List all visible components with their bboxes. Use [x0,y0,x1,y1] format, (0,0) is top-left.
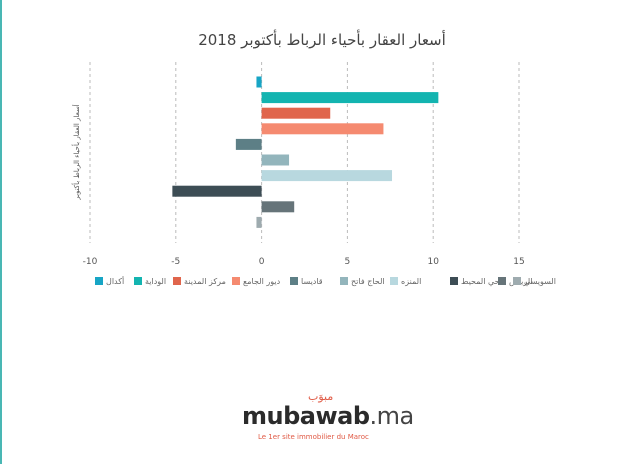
bar [235,138,262,150]
legend-label: قاديسا [301,277,323,286]
logo-word-tld: .ma [369,402,415,430]
x-axis-ticks: -10 -5 0 5 10 15 [83,257,525,267]
x-tick-label: 0 [259,257,265,267]
x-tick-label: -5 [171,257,180,267]
logo-arabic-text: مبوَب [308,390,334,403]
chart-title: أسعار العقار بأحياء الرباط بأكتوبر 2018 [198,29,446,49]
legend-swatch [134,277,142,285]
legend-swatch [390,277,398,285]
legend-label: الحاج فاتح [351,277,385,286]
bar [256,216,262,228]
legend-swatch [340,277,348,285]
bar [261,201,295,213]
legend-swatch [513,277,521,285]
legend-swatch [498,277,506,285]
mubawab-logo: مبوَب mubawab.ma Le 1er site immobilier … [230,390,430,442]
legend-swatch [173,277,181,285]
legend-swatch [95,277,103,285]
legend-swatch [450,277,458,285]
grid-lines [89,62,520,243]
legend-label: السويسي [524,277,556,286]
bar [261,123,384,135]
bar [256,76,262,88]
legend-swatch [290,277,298,285]
bar [261,92,439,104]
left-border-accent [0,0,2,464]
bar [261,107,331,119]
logo-word-main: mubawab [242,402,370,430]
y-axis-label: أسعار العقار بأحياء الرباط بأكتوبر [71,104,81,201]
x-tick-label: 15 [513,257,524,267]
legend-label: حي المحيط [461,277,500,286]
legend-label: ديور الجامع [243,277,281,286]
bar [261,154,290,166]
bar [261,170,393,182]
logo-tagline: Le 1er site immobilier du Maroc [258,433,369,441]
legend-label: الوداية [145,277,166,286]
legend-label: مركز المدينة [184,277,226,286]
x-tick-label: -10 [83,257,98,267]
x-tick-label: 10 [427,257,439,267]
legend-swatch [232,277,240,285]
legend-label: المنزه [401,277,421,286]
bars [172,76,439,228]
bar [172,185,262,197]
legend-label: أكدال [106,276,124,286]
legend: أكدال الوداية مركز المدينة ديور الجامع قاديس… [95,276,556,286]
x-tick-label: 5 [345,257,351,267]
logo-wordmark: mubawab.ma [242,402,414,430]
